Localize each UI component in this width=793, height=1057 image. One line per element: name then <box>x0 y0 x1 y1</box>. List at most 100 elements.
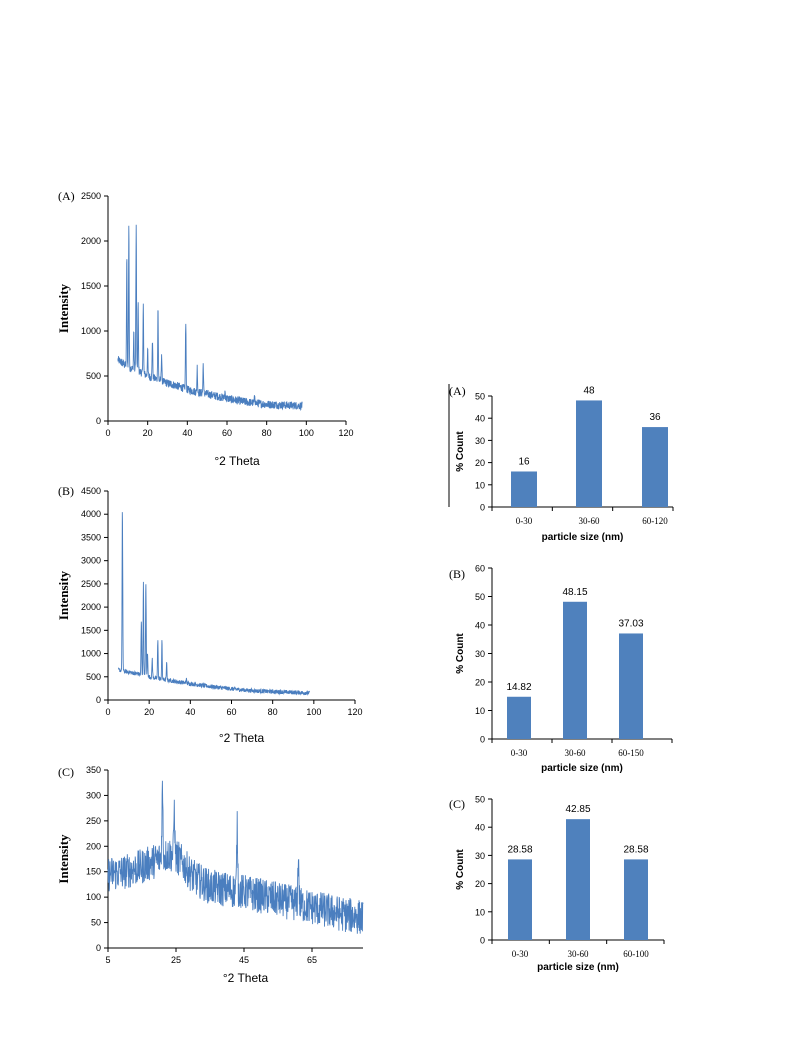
panel-label: (C) <box>58 765 74 779</box>
bar-value-label: 14.82 <box>506 682 531 693</box>
x-tick-label: 5 <box>105 955 110 965</box>
bar <box>508 859 532 940</box>
y-tick-label: 350 <box>86 765 101 775</box>
y-tick-label: 3000 <box>81 556 101 566</box>
y-tick-label: 40 <box>475 621 485 631</box>
y-tick-label: 300 <box>86 790 101 800</box>
category-label: 60-150 <box>618 748 644 758</box>
y-axis-label: % Count <box>455 849 466 890</box>
y-tick-label: 0 <box>96 695 101 705</box>
y-tick-label: 50 <box>475 592 485 602</box>
bar-value-label: 28.58 <box>507 844 532 855</box>
bar-value-label: 48.15 <box>562 587 587 598</box>
bar-value-label: 42.85 <box>565 804 590 815</box>
y-tick-label: 30 <box>475 436 485 446</box>
bar <box>619 633 643 739</box>
y-tick-label: 20 <box>475 458 485 468</box>
y-tick-label: 10 <box>475 480 485 490</box>
y-tick-label: 200 <box>86 841 101 851</box>
category-label: 0-30 <box>511 748 528 758</box>
x-tick-label: 25 <box>171 955 181 965</box>
bar-value-label: 16 <box>518 456 530 467</box>
size-histogram-b: (B) 0 10 20 30 40 50 60 14.82 0-30 48.15 30-60 37.03… <box>449 564 673 774</box>
y-axis-label: Intensity <box>56 834 71 884</box>
y-tick-label: 1500 <box>81 281 101 291</box>
y-tick-label: 100 <box>86 892 101 902</box>
y-tick-label: 20 <box>475 678 485 688</box>
y-tick-label: 3500 <box>81 532 101 542</box>
y-tick-label: 0 <box>96 943 101 953</box>
y-tick-label: 500 <box>86 672 101 682</box>
size-histogram-a: (A) 0 10 20 30 40 50 16 0-30 48 30-60 36 60-120 % Cou… <box>448 384 674 543</box>
xrd-series-line <box>118 512 310 696</box>
x-tick-label: 80 <box>262 428 272 438</box>
y-tick-label: 0 <box>96 416 101 426</box>
y-tick-label: 1000 <box>81 649 101 659</box>
x-tick-label: 20 <box>143 428 153 438</box>
x-axis-label: particle size (nm) <box>541 763 623 774</box>
xrd-pattern-c: (C) 0 50 100 150 200 250 300 350 5 25 45 65 Intensity… <box>56 765 364 985</box>
category-label: 0-30 <box>512 949 529 959</box>
xrd-pattern-b: (B) 0 500 1000 1500 2000 2500 3000 3500 4000 4500 0… <box>56 484 363 745</box>
y-tick-label: 500 <box>86 371 101 381</box>
y-axis-label: Intensity <box>56 283 71 333</box>
y-tick-label: 30 <box>475 851 485 861</box>
x-tick-label: 60 <box>222 428 232 438</box>
panel-label: (B) <box>58 484 74 498</box>
y-tick-label: 1500 <box>81 625 101 635</box>
x-tick-label: 100 <box>306 707 321 717</box>
y-tick-label: 60 <box>475 564 485 574</box>
x-tick-label: 0 <box>105 428 110 438</box>
category-label: 60-100 <box>623 949 649 959</box>
x-axis-label: °2 Theta <box>223 971 269 985</box>
y-tick-label: 2000 <box>81 236 101 246</box>
category-label: 60-120 <box>642 516 668 526</box>
y-tick-label: 0 <box>480 503 485 513</box>
y-tick-label: 0 <box>480 936 485 946</box>
y-tick-label: 50 <box>91 918 101 928</box>
bar-value-label: 37.03 <box>618 618 643 629</box>
y-tick-label: 20 <box>475 879 485 889</box>
y-tick-label: 2500 <box>81 191 101 201</box>
y-tick-label: 10 <box>475 907 485 917</box>
x-tick-label: 40 <box>185 707 195 717</box>
bar <box>624 859 648 940</box>
category-label: 30-60 <box>579 516 600 526</box>
panel-label: (A) <box>58 189 75 203</box>
y-tick-label: 150 <box>86 867 101 877</box>
y-axis-label: % Count <box>455 633 466 674</box>
y-tick-label: 2000 <box>81 602 101 612</box>
y-tick-label: 250 <box>86 816 101 826</box>
bar <box>566 819 590 940</box>
bar <box>576 400 602 507</box>
x-tick-label: 40 <box>182 428 192 438</box>
y-tick-label: 4500 <box>81 486 101 496</box>
x-tick-label: 120 <box>347 707 362 717</box>
x-axis-label: °2 Theta <box>219 731 265 745</box>
bar-value-label: 36 <box>649 412 661 423</box>
y-tick-label: 30 <box>475 649 485 659</box>
x-tick-label: 80 <box>268 707 278 717</box>
y-tick-label: 50 <box>475 392 485 402</box>
size-histogram-c: (C) 0 10 20 30 40 50 28.58 0-30 42.85 30-60 28.58 60… <box>449 795 665 973</box>
y-axis-label: Intensity <box>56 570 71 620</box>
x-tick-label: 20 <box>144 707 154 717</box>
y-tick-label: 1000 <box>81 326 101 336</box>
bar <box>511 471 537 507</box>
x-tick-label: 65 <box>307 955 317 965</box>
x-axis-label: particle size (nm) <box>542 532 624 543</box>
x-tick-label: 45 <box>239 955 249 965</box>
xrd-series-line <box>107 780 364 934</box>
y-tick-label: 50 <box>475 795 485 805</box>
category-label: 0-30 <box>516 516 533 526</box>
xrd-pattern-a: (A) 0 500 1000 1500 2000 2500 0 20 40 60 80 100 120 In… <box>56 189 354 468</box>
y-tick-label: 10 <box>475 706 485 716</box>
category-label: 30-60 <box>565 748 586 758</box>
bar-value-label: 28.58 <box>623 844 648 855</box>
y-tick-label: 0 <box>480 735 485 745</box>
panel-label: (A) <box>449 384 466 398</box>
panel-label: (C) <box>449 797 465 811</box>
x-tick-label: 120 <box>338 428 353 438</box>
x-tick-label: 60 <box>226 707 236 717</box>
